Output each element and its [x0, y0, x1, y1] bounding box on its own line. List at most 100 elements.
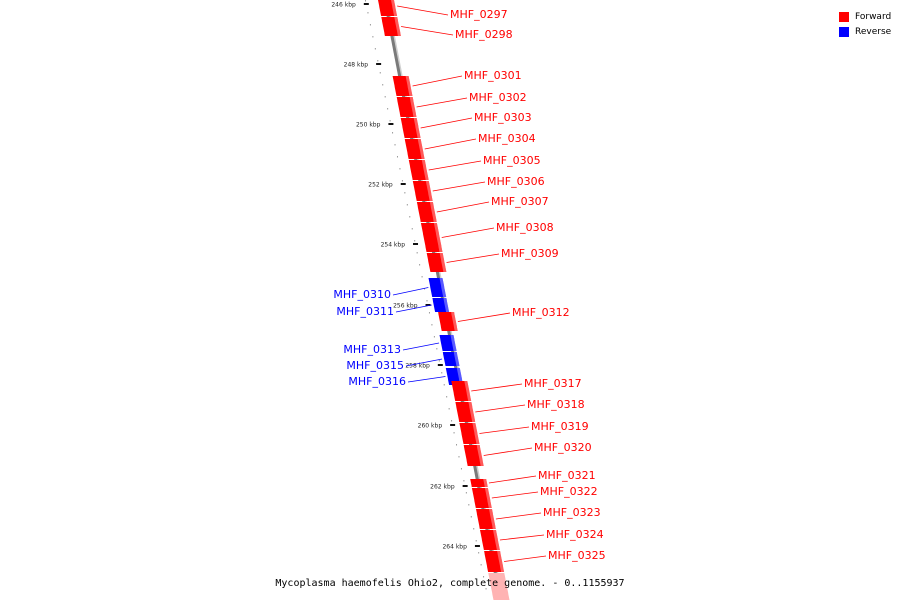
gene-label[interactable]: MHF_0304: [478, 132, 536, 145]
gene-MHF_0306[interactable]: MHF_0306: [412, 175, 545, 201]
gene-MHF_0297[interactable]: MHF_0297: [377, 0, 508, 21]
ruler-dot: [389, 120, 391, 122]
gene-MHF_0320[interactable]: MHF_0320: [463, 441, 592, 466]
gene-MHF_0304[interactable]: MHF_0304: [404, 132, 536, 159]
gene-label[interactable]: MHF_0303: [474, 111, 532, 124]
gene-label[interactable]: MHF_0306: [487, 175, 545, 188]
gene-box[interactable]: [471, 488, 492, 508]
gene-box[interactable]: [408, 160, 429, 180]
gene-label[interactable]: MHF_0312: [512, 306, 570, 319]
gene-label[interactable]: MHF_0311: [336, 305, 394, 318]
gene-label[interactable]: MHF_0324: [546, 528, 604, 541]
gene-label[interactable]: MHF_0308: [496, 221, 554, 234]
gene-MHF_0301[interactable]: MHF_0301: [392, 69, 522, 96]
gene-MHF_0302[interactable]: MHF_0302: [396, 91, 527, 117]
gene-box[interactable]: [426, 253, 447, 272]
gene-label[interactable]: MHF_0323: [543, 506, 601, 519]
gene-MHF_0313[interactable]: MHF_0313: [343, 335, 457, 356]
gene-box[interactable]: [476, 509, 496, 529]
ruler-dot: [384, 96, 386, 98]
gene-box[interactable]: [455, 402, 476, 422]
gene-MHF_0309[interactable]: MHF_0309: [426, 247, 559, 272]
gene-label[interactable]: MHF_0307: [491, 195, 549, 208]
gene-label[interactable]: MHF_0305: [483, 154, 541, 167]
gene-box[interactable]: [428, 278, 447, 297]
gene-box[interactable]: [439, 335, 457, 351]
gene-label[interactable]: MHF_0310: [333, 288, 391, 301]
gene-box[interactable]: [438, 312, 458, 331]
gene-box[interactable]: [442, 352, 460, 366]
gene-label[interactable]: MHF_0320: [534, 441, 592, 454]
gene-MHF_0303[interactable]: MHF_0303: [400, 111, 532, 138]
gene-box[interactable]: [396, 97, 417, 117]
ruler-dot: [406, 204, 408, 206]
gene-box-highlight: [451, 312, 458, 331]
gene-box[interactable]: [470, 479, 488, 487]
gene-MHF_0311[interactable]: MHF_0311: [336, 298, 450, 318]
gene-callout-line: [397, 5, 449, 16]
gene-MHF_0316[interactable]: MHF_0316: [348, 368, 464, 388]
gene-box[interactable]: [484, 551, 505, 572]
gene-label[interactable]: MHF_0317: [524, 377, 582, 390]
gene-MHF_0315[interactable]: MHF_0315: [346, 352, 460, 372]
ruler-tick: [437, 364, 443, 366]
gene-box-highlight: [493, 530, 500, 550]
gene-box[interactable]: [416, 202, 437, 222]
gene-MHF_0312[interactable]: MHF_0312: [438, 306, 570, 331]
ruler-dot: [463, 480, 465, 482]
gene-MHF_0321[interactable]: MHF_0321: [470, 469, 596, 487]
gene-callout-line: [457, 312, 511, 322]
gene-box[interactable]: [432, 298, 450, 312]
gene-box[interactable]: [400, 118, 421, 138]
ruler-dot: [382, 84, 384, 86]
gene-box[interactable]: [381, 17, 401, 36]
gene-label[interactable]: MHF_0321: [538, 469, 596, 482]
ruler-dot: [428, 312, 430, 314]
gene-MHF_0324[interactable]: MHF_0324: [480, 528, 604, 550]
gene-box-highlight: [456, 368, 464, 385]
gene-label[interactable]: MHF_0322: [540, 485, 598, 498]
gene-MHF_0325[interactable]: MHF_0325: [484, 549, 606, 572]
gene-box[interactable]: [463, 445, 484, 466]
gene-MHF_0317[interactable]: MHF_0317: [451, 377, 582, 401]
gene-box[interactable]: [412, 181, 433, 201]
gene-box-highlight: [433, 223, 443, 252]
gene-MHF_0319[interactable]: MHF_0319: [459, 420, 589, 444]
ruler-dot: [485, 588, 487, 590]
ruler-dot: [387, 108, 389, 110]
ruler-tick: [413, 243, 419, 245]
gene-label[interactable]: MHF_0315: [346, 359, 404, 372]
ruler-dot: [369, 24, 371, 26]
gene-box[interactable]: [459, 423, 480, 444]
gene-MHF_0310[interactable]: MHF_0310: [333, 278, 447, 301]
gene-label[interactable]: MHF_0297: [450, 8, 508, 21]
gene-label[interactable]: MHF_0309: [501, 247, 559, 260]
gene-label[interactable]: MHF_0301: [464, 69, 522, 82]
gene-box[interactable]: [377, 0, 398, 16]
gene-MHF_0322[interactable]: MHF_0322: [471, 485, 598, 508]
gene-label[interactable]: MHF_0298: [455, 28, 513, 41]
gene-label[interactable]: MHF_0316: [348, 375, 406, 388]
gene-label[interactable]: MHF_0325: [548, 549, 606, 562]
gene-MHF_0323[interactable]: MHF_0323: [476, 506, 601, 529]
gene-MHF_0318[interactable]: MHF_0318: [455, 398, 585, 422]
gene-label[interactable]: MHF_0313: [343, 343, 401, 356]
gene-label[interactable]: MHF_0318: [527, 398, 585, 411]
gene-MHF_0298[interactable]: MHF_0298: [381, 17, 513, 41]
gene-box[interactable]: [451, 381, 472, 401]
gene-label[interactable]: MHF_0302: [469, 91, 527, 104]
gene-box-highlight: [476, 445, 484, 466]
gene-box[interactable]: [392, 76, 413, 96]
gene-callout-line: [479, 426, 530, 434]
gene-MHF_0308[interactable]: MHF_0308: [420, 221, 554, 252]
gene-box[interactable]: [445, 368, 464, 385]
gene-box[interactable]: [404, 139, 425, 159]
ruler-dot: [365, 0, 366, 2]
gene-MHF_0305[interactable]: MHF_0305: [408, 154, 541, 180]
gene-box[interactable]: [480, 530, 500, 550]
ruler-dot: [448, 408, 450, 410]
gene-MHF_0307[interactable]: MHF_0307: [416, 195, 549, 222]
gene-box[interactable]: [420, 223, 443, 252]
gene-label[interactable]: MHF_0319: [531, 420, 589, 433]
ruler-tick: [400, 183, 406, 185]
